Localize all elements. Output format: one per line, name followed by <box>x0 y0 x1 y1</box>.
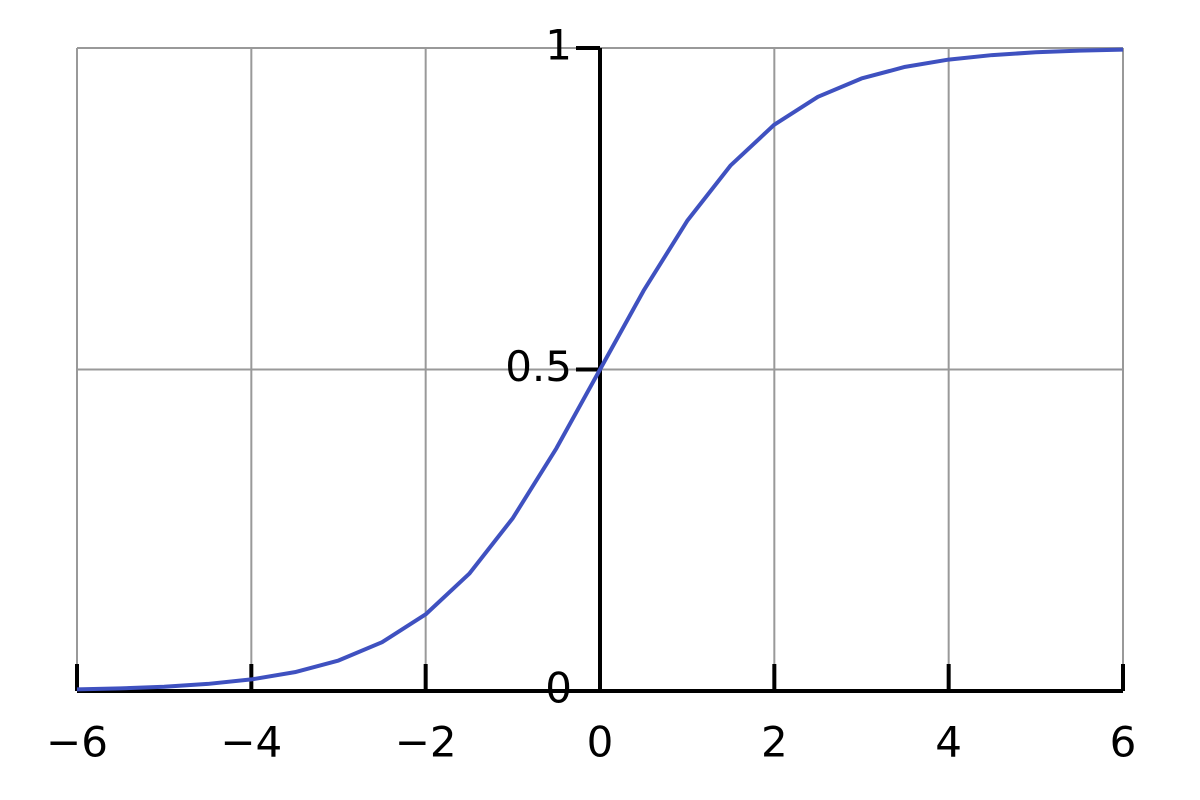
x-tick-label: 0 <box>587 718 614 767</box>
y-tick-label: 0 <box>545 664 572 713</box>
data-line <box>76 47 1124 692</box>
x-tick-label: −4 <box>220 718 282 767</box>
x-tick-label: 4 <box>935 718 962 767</box>
x-tick-label: −6 <box>46 718 108 767</box>
y-tick-label: 1 <box>545 21 572 70</box>
y-tick-label: 0.5 <box>505 342 572 391</box>
x-tick-label: −2 <box>395 718 457 767</box>
x-tick-label: 6 <box>1110 718 1137 767</box>
x-tick-label: 2 <box>761 718 788 767</box>
